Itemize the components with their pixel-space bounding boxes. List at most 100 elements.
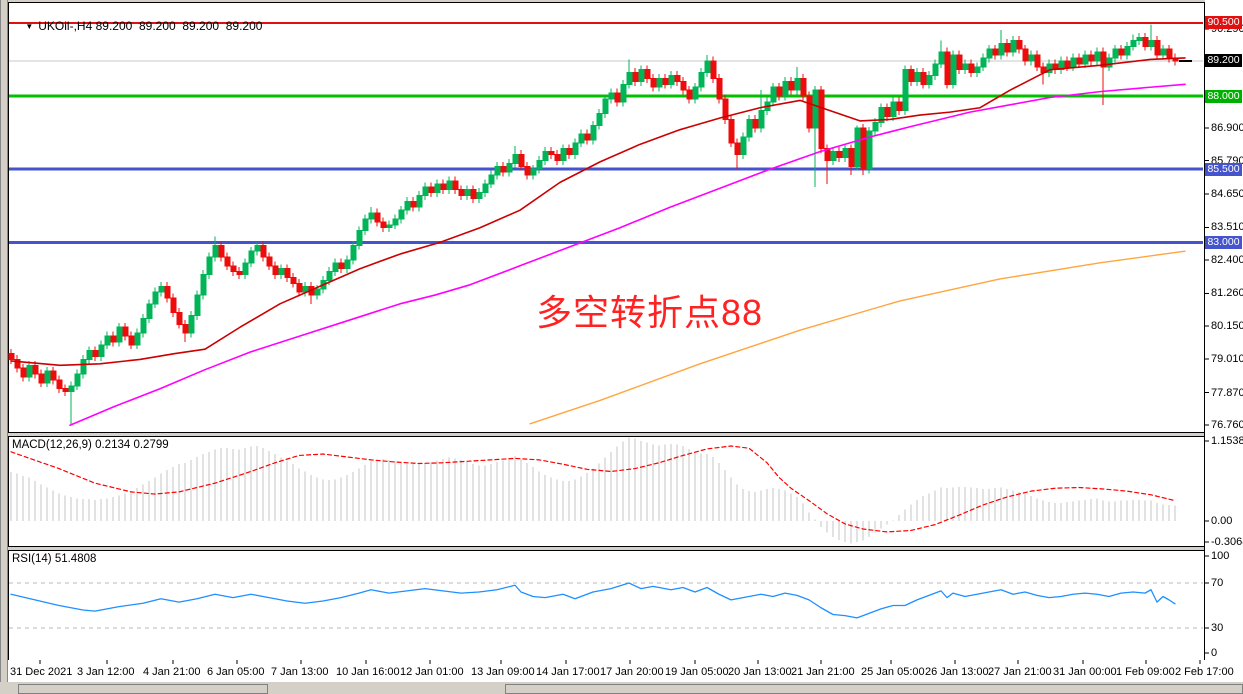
candle-body[interactable] (1016, 39, 1023, 50)
candle-body[interactable] (242, 262, 249, 276)
candle-body[interactable] (260, 244, 267, 258)
candle-body[interactable] (146, 303, 153, 319)
candle-body[interactable] (512, 154, 519, 164)
candle-body[interactable] (584, 133, 591, 141)
candle-body[interactable] (566, 148, 573, 156)
candle-body[interactable] (464, 189, 471, 197)
candle-body[interactable] (200, 274, 207, 296)
candle-body[interactable] (848, 148, 855, 167)
candle-body[interactable] (986, 48, 993, 59)
candle-body[interactable] (518, 154, 525, 167)
candle-body[interactable] (818, 89, 825, 150)
candle-body[interactable] (920, 72, 927, 85)
candle-body[interactable] (1130, 39, 1137, 47)
candle-body[interactable] (812, 89, 819, 129)
candle-body[interactable] (314, 288, 321, 296)
candle-body[interactable] (686, 89, 693, 100)
candle-body[interactable] (1034, 54, 1041, 68)
candle-body[interactable] (230, 265, 237, 273)
candle-body[interactable] (1154, 39, 1161, 56)
candle-body[interactable] (962, 63, 969, 71)
candle-body[interactable] (788, 80, 795, 91)
candle-body[interactable] (878, 107, 885, 123)
candle-body[interactable] (392, 218, 399, 226)
candle-body[interactable] (926, 75, 933, 85)
candle-body[interactable] (944, 51, 951, 85)
candle-body[interactable] (458, 189, 465, 197)
candle-body[interactable] (1112, 48, 1119, 59)
candle-body[interactable] (890, 101, 897, 118)
candle-body[interactable] (284, 268, 291, 278)
candle-body[interactable] (644, 69, 651, 79)
candle-body[interactable] (296, 282, 303, 293)
candle-body[interactable] (158, 285, 165, 293)
candle-body[interactable] (746, 118, 753, 138)
candle-body[interactable] (8, 353, 15, 360)
candle-body[interactable] (272, 265, 279, 276)
candle-body[interactable] (482, 183, 489, 194)
candle-body[interactable] (224, 256, 231, 267)
candle-body[interactable] (1118, 48, 1125, 56)
candle-body[interactable] (602, 98, 609, 115)
candle-body[interactable] (632, 72, 639, 82)
candle-body[interactable] (188, 315, 195, 334)
candle-body[interactable] (758, 110, 765, 129)
candle-body[interactable] (20, 367, 27, 378)
candle-body[interactable] (182, 323, 189, 334)
candle-body[interactable] (1160, 48, 1167, 56)
candle-body[interactable] (626, 72, 633, 85)
candle-body[interactable] (800, 77, 807, 97)
candle-body[interactable] (968, 63, 975, 74)
candle-body[interactable] (884, 107, 891, 118)
candle-body[interactable] (338, 262, 345, 270)
candle-body[interactable] (596, 113, 603, 126)
candle-body[interactable] (362, 218, 369, 232)
candle-body[interactable] (122, 326, 129, 337)
candle-body[interactable] (62, 388, 69, 393)
candle-body[interactable] (500, 165, 507, 173)
candle-body[interactable] (26, 364, 33, 378)
candle-body[interactable] (332, 262, 339, 273)
candle-body[interactable] (356, 230, 363, 246)
candle-body[interactable] (770, 86, 777, 103)
candle-body[interactable] (908, 69, 915, 82)
candle-body[interactable] (914, 72, 921, 82)
candle-body[interactable] (368, 212, 375, 220)
candle-body[interactable] (842, 148, 849, 158)
candle-body[interactable] (170, 297, 177, 314)
time-axis[interactable] (8, 660, 1243, 682)
chart-annotation-text[interactable]: 多空转折点88 (536, 292, 764, 333)
candle-body[interactable] (164, 285, 171, 299)
candle-body[interactable] (1046, 63, 1053, 74)
candle-body[interactable] (266, 256, 273, 267)
candle-body[interactable] (1082, 54, 1089, 65)
candle-body[interactable] (536, 159, 543, 170)
candle-body[interactable] (692, 86, 699, 100)
candle-body[interactable] (404, 200, 411, 211)
candle-body[interactable] (860, 127, 867, 170)
candle-body[interactable] (506, 162, 513, 173)
candle-body[interactable] (668, 75, 675, 85)
candle-body[interactable] (1124, 45, 1131, 56)
candle-body[interactable] (74, 373, 81, 387)
candle-body[interactable] (1058, 60, 1065, 71)
candle-body[interactable] (476, 192, 483, 199)
candle-body[interactable] (572, 142, 579, 156)
candle-body[interactable] (86, 350, 93, 360)
candle-body[interactable] (38, 373, 45, 384)
candle-body[interactable] (542, 151, 549, 161)
candle-body[interactable] (560, 148, 567, 161)
candle-body[interactable] (218, 244, 225, 258)
candle-body[interactable] (350, 244, 357, 261)
candle-body[interactable] (386, 224, 393, 229)
candle-body[interactable] (620, 83, 627, 103)
candle-body[interactable] (650, 77, 657, 88)
candle-body[interactable] (980, 57, 987, 68)
candle-body[interactable] (740, 136, 747, 156)
candle-body[interactable] (194, 294, 201, 317)
candle-body[interactable] (1004, 42, 1011, 53)
candle-body[interactable] (1166, 48, 1173, 59)
candle-body[interactable] (698, 72, 705, 88)
candle-body[interactable] (68, 385, 75, 393)
